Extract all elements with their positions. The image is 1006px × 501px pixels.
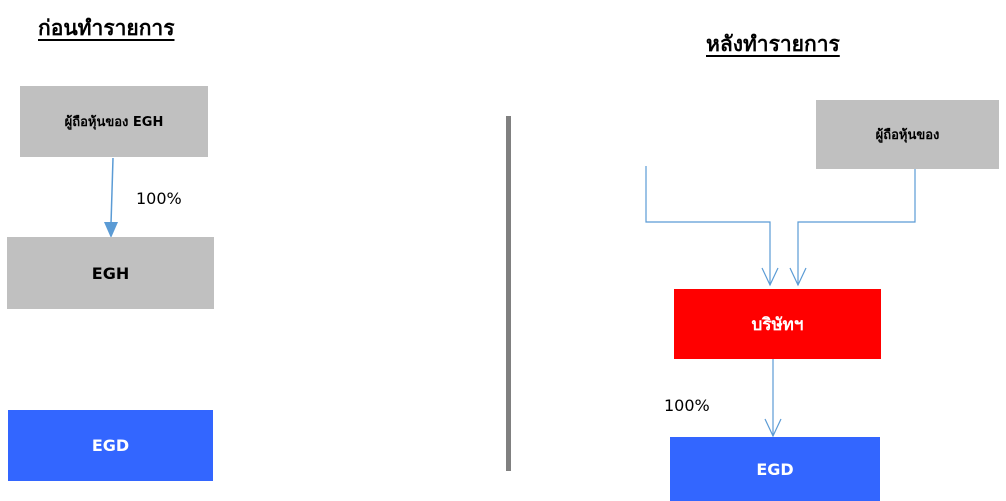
before-ownership-label: 100% (136, 189, 182, 208)
after-ownership-label: 100% (664, 396, 710, 415)
before-heading: ก่อนทำรายการ (38, 16, 175, 40)
before-shareholders-box: ผู้ถือหุ้นของ EGH (20, 86, 208, 157)
before-egd-box: EGD (8, 410, 213, 481)
after-right-arrowhead (789, 267, 807, 287)
before-egh-label: EGH (91, 263, 130, 283)
after-shareholders-box: ผู้ถือหุ้นของ (816, 100, 999, 169)
after-egd-box: EGD (670, 437, 880, 501)
before-egd-label: EGD (91, 436, 130, 455)
section-divider (506, 116, 511, 471)
before-arrowhead (104, 222, 118, 238)
after-company-box: บริษัทฯ (674, 289, 881, 359)
before-shareholders-label: ผู้ถือหุ้นของ EGH (64, 115, 164, 130)
before-shareholders-to-egh-arrow (110, 157, 114, 225)
after-heading: หลังทำรายการ (706, 32, 840, 56)
after-shareholders-label: ผู้ถือหุ้นของ (875, 128, 940, 143)
after-left-arrowhead (761, 267, 779, 287)
after-company-label: บริษัทฯ (751, 314, 804, 335)
after-right-input-line (797, 168, 916, 285)
after-egd-arrowhead (764, 418, 782, 438)
after-left-input-line (645, 166, 771, 285)
before-egh-box: EGH (7, 237, 214, 309)
after-egd-label: EGD (756, 459, 794, 479)
